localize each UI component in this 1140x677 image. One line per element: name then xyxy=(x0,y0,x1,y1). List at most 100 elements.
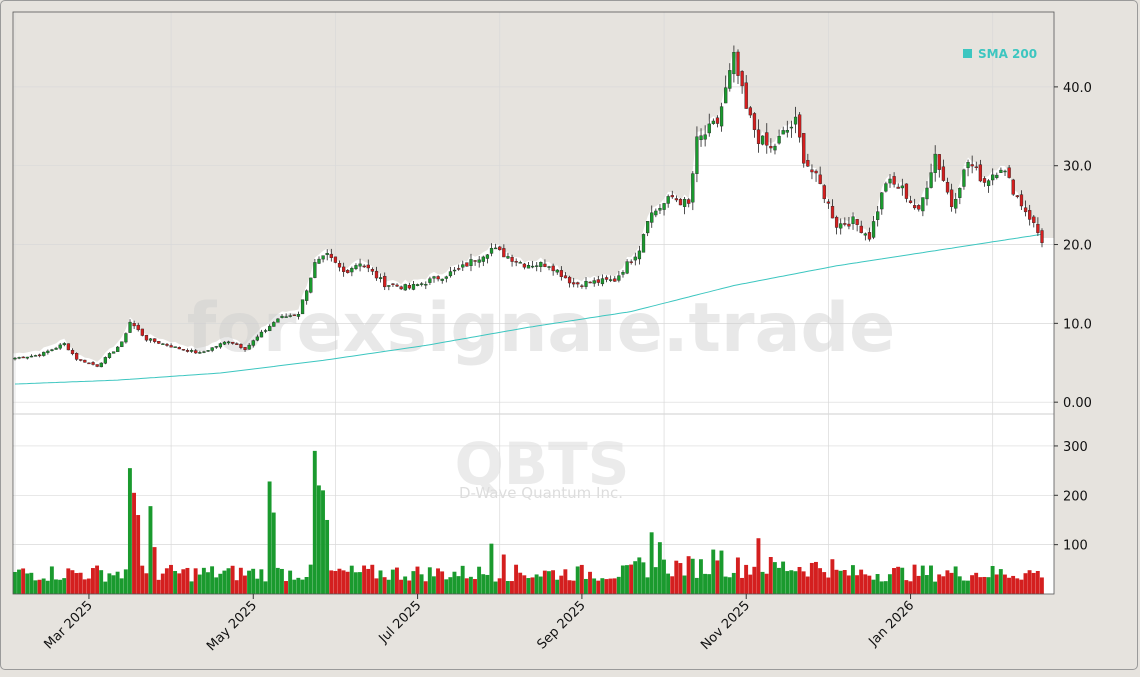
candle xyxy=(255,334,260,342)
volume-bar xyxy=(33,580,38,594)
volume-bar xyxy=(473,579,477,594)
candle xyxy=(986,179,991,193)
candle-body xyxy=(970,164,974,167)
volume-bar xyxy=(333,571,338,594)
candle xyxy=(535,262,539,272)
candle-body xyxy=(687,199,691,204)
volume-bar xyxy=(912,564,917,594)
volume-bar xyxy=(871,579,876,594)
candle-body xyxy=(485,254,490,259)
candle-body xyxy=(362,265,366,268)
candle-body xyxy=(83,359,87,363)
candle xyxy=(777,129,781,145)
candle xyxy=(1015,195,1019,199)
candle-body xyxy=(432,276,436,279)
candle xyxy=(662,203,666,216)
candle-body xyxy=(506,256,510,259)
volume-bar xyxy=(941,576,946,594)
candle-body xyxy=(177,347,181,350)
candle xyxy=(161,342,165,345)
candle xyxy=(91,361,95,366)
volume-bar xyxy=(703,573,707,594)
candle-body xyxy=(711,120,715,124)
candle-body xyxy=(136,324,140,331)
candle-body xyxy=(144,335,149,341)
candle xyxy=(806,153,810,167)
volume-bar xyxy=(21,568,26,594)
volume-bar xyxy=(929,565,933,594)
candle-body xyxy=(342,266,346,272)
candle xyxy=(785,120,789,138)
candle xyxy=(617,270,621,283)
candle xyxy=(198,350,202,354)
candle xyxy=(563,272,568,279)
price-tick-label: 30.0 xyxy=(1063,160,1092,175)
volume-bar xyxy=(234,580,239,594)
candle xyxy=(756,119,761,153)
x-tick-label: Jan 2026 xyxy=(866,598,918,650)
volume-bar xyxy=(879,581,884,594)
candle-body xyxy=(473,260,477,262)
candle-body xyxy=(79,359,83,361)
candle-body xyxy=(251,340,255,346)
candle-body xyxy=(74,353,79,360)
volume-bar xyxy=(431,576,436,594)
volume-bar xyxy=(292,579,297,594)
x-tick-label: Mar 2025 xyxy=(42,598,96,652)
volume-bar xyxy=(259,569,264,594)
volume-bar xyxy=(90,568,95,594)
candle xyxy=(526,261,531,269)
volume-bar xyxy=(296,577,301,594)
candle-body xyxy=(769,146,773,149)
candle xyxy=(218,342,223,349)
candle xyxy=(510,254,514,267)
candle-body xyxy=(498,246,502,251)
volume-bar xyxy=(727,577,732,594)
volume-bar xyxy=(197,574,202,594)
candle-body xyxy=(834,216,839,228)
candle xyxy=(424,281,428,290)
candle-body xyxy=(678,199,683,206)
volume-bar xyxy=(62,578,67,594)
volume-bar xyxy=(735,557,740,594)
candle xyxy=(329,248,333,262)
candle-body xyxy=(785,130,789,133)
candle-body xyxy=(645,221,650,234)
candle-body xyxy=(650,212,654,223)
candle xyxy=(728,63,732,92)
legend-swatch xyxy=(963,49,972,58)
candle xyxy=(604,275,609,283)
volume-bar xyxy=(411,571,416,594)
volume-bar xyxy=(206,572,210,594)
price-tick-label: 0.00 xyxy=(1063,396,1092,411)
candle-body xyxy=(198,352,202,354)
volume-bar xyxy=(789,570,794,594)
candle-body xyxy=(719,106,724,127)
volume-bar xyxy=(366,568,371,594)
volume-bar xyxy=(772,562,777,594)
volume-bar xyxy=(189,581,194,594)
candle xyxy=(859,220,863,234)
candle xyxy=(592,277,596,287)
candle xyxy=(251,339,255,348)
candle-body xyxy=(847,223,851,227)
candle-body xyxy=(551,265,555,272)
volume-bar xyxy=(386,579,391,594)
candle-body xyxy=(991,174,995,181)
candle-body xyxy=(337,263,342,268)
candle xyxy=(481,255,485,267)
candle-body xyxy=(358,263,362,267)
candle xyxy=(358,258,362,272)
volume-bar xyxy=(994,574,999,594)
candle-body xyxy=(452,269,457,272)
candle xyxy=(547,265,551,271)
candle-body xyxy=(752,113,757,130)
volume-bar xyxy=(156,579,161,594)
volume-bar xyxy=(1011,575,1016,594)
candle xyxy=(1032,215,1036,228)
candle-body xyxy=(489,247,494,254)
volume-bar xyxy=(481,574,486,594)
volume-bar xyxy=(66,568,71,594)
volume-bar xyxy=(908,581,913,594)
candle-body xyxy=(793,116,798,125)
